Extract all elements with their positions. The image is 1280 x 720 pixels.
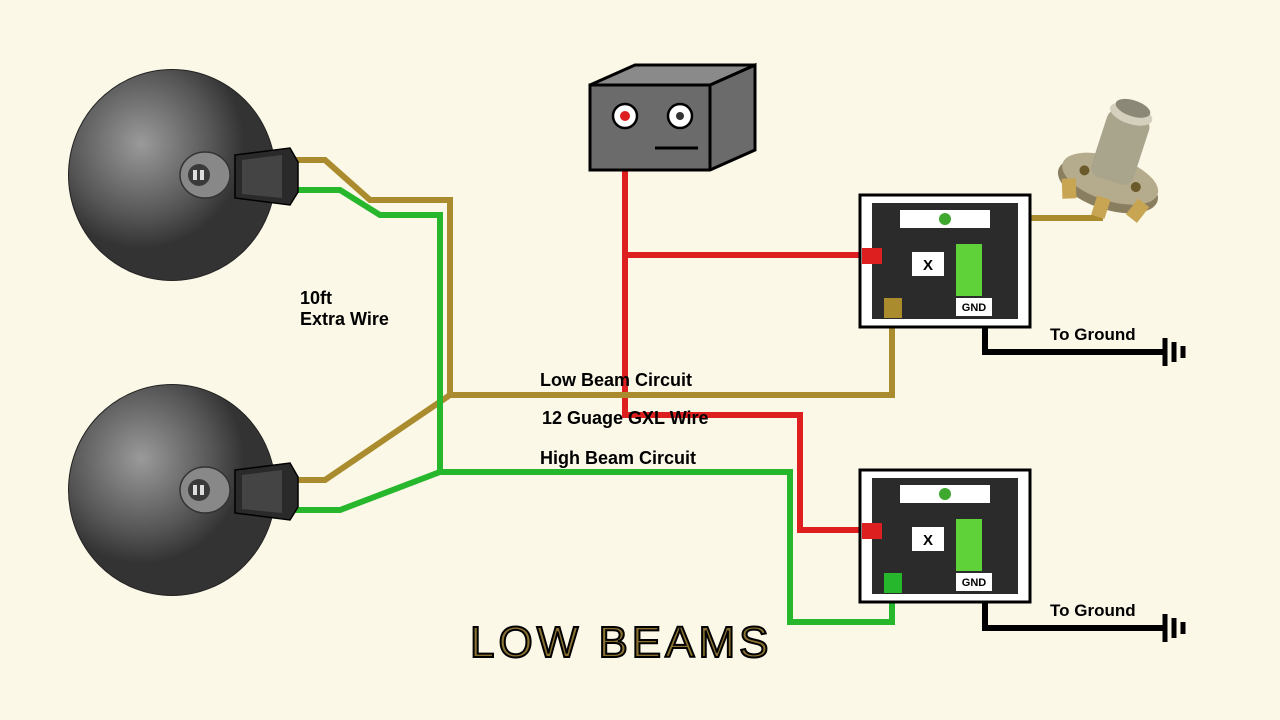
relay-gnd-label: GND [962,302,987,314]
diagram-title: LOW BEAMS [470,618,773,668]
wire-green-highbeam [276,190,892,622]
low-beam-label: Low Beam Circuit [540,370,692,391]
headlight-top [69,70,298,280]
ground-symbol-bottom [1165,614,1183,642]
relay-bottom: X GND [860,470,1030,602]
relay-x-label-2: X [923,532,933,549]
extra-wire-label: 10ft Extra Wire [300,288,389,329]
relay-top: X GND [860,195,1030,327]
to-ground-top-label: To Ground [1050,325,1136,345]
wire-tan-dimmer-to-relay [1028,200,1100,218]
gauge-label: 12 Guage GXL Wire [542,408,709,429]
relay-gnd-label-2: GND [962,577,987,589]
high-beam-label: High Beam Circuit [540,448,696,469]
headlight-bottom [69,385,298,595]
to-ground-bottom-label: To Ground [1050,601,1136,621]
relay-x-label: X [923,257,933,274]
wires-layer [275,115,1165,628]
dimmer-switch [1048,85,1185,233]
ground-symbol-top [1165,338,1183,366]
fusebox [590,65,755,170]
